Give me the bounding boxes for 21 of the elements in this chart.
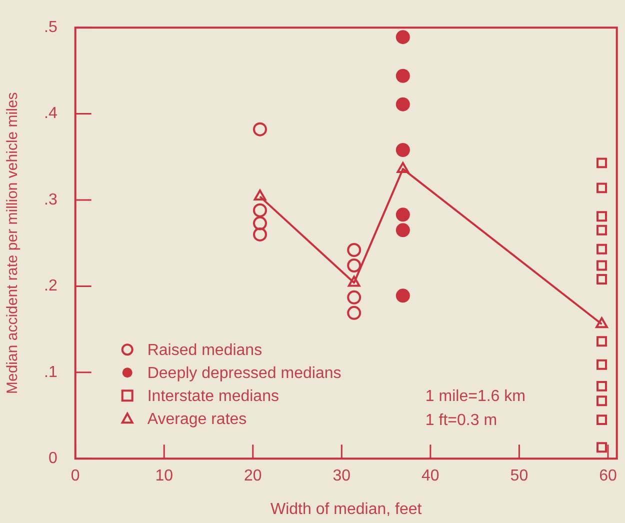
x-axis-title: Width of median, feet [270,500,422,518]
x-tick-label: 20 [244,468,262,485]
y-tick-label: 0 [48,450,58,468]
legend-label: Average rates [147,411,247,428]
y-tick-label: .5 [44,19,58,36]
legend-label: Deeply depressed medians [147,365,342,382]
x-tick-label: 50 [510,468,528,485]
x-tick-label: 30 [332,468,351,485]
annotation: 1 mile=1.6 km [425,388,526,406]
legend-label: Raised medians [147,342,262,360]
y-axis-title: Median accident rate per million vehicle miles [4,92,22,394]
x-tick-label: 40 [422,468,440,485]
y-tick-label: .1 [44,364,58,381]
x-tick-label: 60 [599,468,617,485]
y-tick-label: .4 [44,105,58,122]
x-tick-label: 0 [70,468,80,485]
legend-label: Interstate medians [147,388,279,406]
annotation: 1 ft=0.3 m [425,412,498,430]
y-tick-label: .3 [44,191,58,208]
y-tick-label: .2 [44,278,58,295]
x-tick-label: 10 [155,468,174,485]
